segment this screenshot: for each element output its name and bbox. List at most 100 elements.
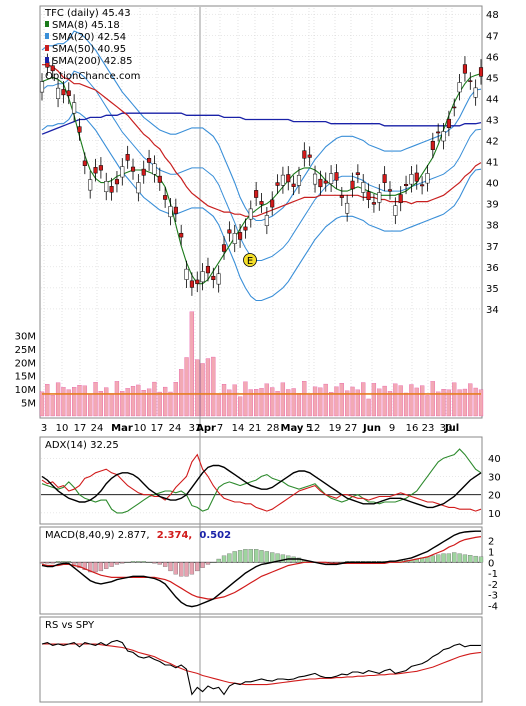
volume-bar — [307, 393, 312, 417]
candle-body — [280, 174, 285, 186]
adx-y-tick: 40 — [488, 454, 501, 465]
x-tick-label: 10 — [56, 423, 69, 434]
sma20-line — [41, 70, 482, 261]
price-y-tick: 38 — [486, 221, 499, 232]
price-y-tick: 45 — [486, 73, 499, 84]
macd-histogram-bar — [200, 562, 205, 568]
volume-bar — [270, 387, 275, 417]
volume-bar — [382, 385, 387, 417]
candle-body — [446, 118, 451, 128]
candle-body — [254, 190, 259, 198]
candle-body — [114, 179, 120, 185]
macd-histogram-bar — [436, 554, 441, 563]
candle-body — [307, 154, 312, 158]
macd-histogram-bar — [173, 562, 178, 575]
volume-bar — [403, 392, 409, 417]
adx-line — [41, 464, 482, 509]
volume-bar — [473, 387, 478, 417]
legend-sma20: SMA(20) 42.54 — [52, 32, 126, 43]
candle-body — [227, 229, 232, 234]
x-tick-label: 9 — [389, 423, 395, 434]
candle-body — [361, 182, 366, 193]
volume-bar — [237, 396, 243, 417]
legend-sma8: SMA(8) 45.18 — [52, 20, 120, 31]
candle-body — [275, 182, 280, 186]
price-y-tick: 37 — [486, 242, 499, 253]
price-panel-frame — [39, 5, 483, 419]
candle-body — [136, 182, 141, 194]
macd-histogram-bar — [468, 555, 473, 563]
candle-body — [205, 265, 211, 274]
candle-body — [414, 172, 419, 182]
volume-bar — [72, 387, 77, 417]
macd-histogram-bar — [462, 554, 468, 563]
macd-histogram-bar — [189, 562, 195, 575]
volume-bar — [345, 390, 350, 417]
candle-body — [184, 268, 189, 280]
macd-histogram-bar — [457, 553, 462, 563]
volume-bar — [425, 395, 430, 417]
volume-bar — [88, 393, 93, 417]
macd-histogram-bar — [125, 562, 130, 563]
candle-body — [366, 191, 371, 201]
candle-body — [345, 202, 350, 214]
volume-bar — [409, 384, 414, 417]
candle-body — [39, 81, 45, 93]
plus-di-line — [41, 448, 482, 514]
volume-bar — [312, 386, 318, 417]
macd-histogram-bar — [45, 562, 50, 564]
watermark: OptionChance.com — [45, 71, 140, 82]
macd-y-tick: -4 — [488, 602, 498, 613]
volume-bar — [55, 382, 61, 417]
candle-body — [371, 202, 376, 205]
macd-histogram-bar — [221, 555, 227, 563]
volume-bar — [259, 388, 264, 417]
macd-histogram-bar — [243, 549, 248, 563]
volume-bar — [232, 384, 237, 417]
volume-bar — [328, 392, 334, 417]
price-y-tick: 39 — [486, 200, 499, 211]
volume-bar — [264, 383, 269, 417]
macd-histogram-bar — [216, 558, 221, 563]
macd-histogram-bar — [211, 562, 216, 563]
x-tick-label: 27 — [345, 423, 358, 434]
price-y-tick: 40 — [486, 179, 499, 190]
volume-bar — [478, 389, 484, 417]
rs-line — [41, 639, 481, 696]
volume-y-tick: 5M — [21, 399, 36, 410]
volume-bar — [355, 389, 360, 417]
adx-y-tick: 20 — [488, 491, 501, 502]
candle-body — [61, 89, 66, 96]
candle-body — [66, 90, 71, 96]
candle-body — [441, 131, 446, 142]
price-y-tick: 35 — [486, 284, 499, 295]
candle-body — [152, 163, 157, 175]
x-tick-label: 23 — [422, 423, 435, 434]
indicator-series — [39, 448, 484, 696]
candle-body — [425, 173, 430, 184]
volume-bar — [296, 393, 302, 417]
candle-body — [462, 64, 467, 74]
candle-body — [50, 65, 55, 72]
volume-bar — [109, 393, 114, 417]
macd-histogram-bar — [446, 553, 452, 563]
candle-body — [221, 244, 227, 252]
macd-histogram-bar — [71, 562, 77, 565]
macd-histogram-bar — [275, 553, 280, 563]
volume-bar — [61, 387, 66, 417]
candle-body — [163, 195, 168, 200]
macd-y-tick: -3 — [488, 591, 498, 602]
candle-body — [393, 205, 398, 216]
x-tick-label: Apr — [196, 423, 216, 434]
candle-body — [457, 82, 462, 93]
macd-signal-line — [41, 536, 482, 600]
candle-body — [387, 189, 393, 192]
legend-sma200: SMA(200) 42.85 — [52, 56, 133, 67]
volume-bar — [248, 389, 253, 417]
volume-bar — [280, 382, 286, 417]
earnings-marker: E — [243, 253, 257, 267]
candle-body — [179, 232, 184, 238]
volume-bar — [387, 391, 393, 417]
bollinger-upper — [41, 30, 482, 222]
price-series — [39, 30, 484, 302]
